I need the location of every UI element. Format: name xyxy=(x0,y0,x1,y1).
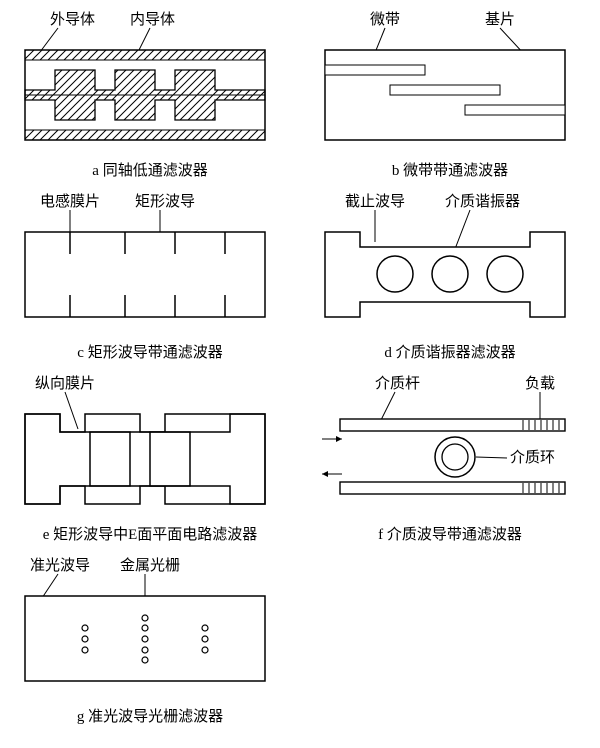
fig-a: 外导体 内导体 a 同轴低通滤波器 xyxy=(10,10,290,180)
label-load: 负载 xyxy=(525,375,555,392)
label-strip: 微带 xyxy=(370,11,400,28)
fig-b: 微带 基片 b 微带带通滤波器 xyxy=(310,10,590,180)
fig-d: 截止波导 介质谐振器 d 介质谐振器滤波器 xyxy=(310,192,590,362)
fig-g-svg: 准光波导 金属光栅 xyxy=(10,556,290,696)
label-iris: 电感膜片 xyxy=(40,193,100,210)
empty-cell xyxy=(310,556,590,726)
fig-d-svg: 截止波导 介质谐振器 xyxy=(310,192,590,332)
caption-d: d 介质谐振器滤波器 xyxy=(310,341,590,362)
caption-f: f 介质波导带通滤波器 xyxy=(310,523,590,544)
label-qguide: 准光波导 xyxy=(30,557,90,574)
label-grating: 金属光栅 xyxy=(120,557,180,574)
caption-g: g 准光波导光栅滤波器 xyxy=(10,705,290,726)
fig-e: 纵向膜片 e 矩形波导中E面平面电路滤波器 xyxy=(10,374,290,544)
label-substrate: 基片 xyxy=(485,11,515,28)
fig-g: 准光波导 金属光栅 g 准光波导光栅滤波器 xyxy=(10,556,290,726)
label-resonator: 介质谐振器 xyxy=(445,193,520,210)
fig-f-svg: 介质杆 负载 介质环 xyxy=(310,374,590,514)
fig-a-svg: 外导体 内导体 xyxy=(10,10,290,150)
label-rod: 介质杆 xyxy=(375,375,420,392)
caption-c: c 矩形波导带通滤波器 xyxy=(10,341,290,362)
label-cutoff: 截止波导 xyxy=(345,193,405,210)
label-ring: 介质环 xyxy=(510,449,555,466)
fig-f: 介质杆 负载 介质环 f 介质波导带通滤波器 xyxy=(310,374,590,544)
fig-c-svg: 电感膜片 矩形波导 xyxy=(10,192,290,332)
caption-a: a 同轴低通滤波器 xyxy=(10,159,290,180)
label-fin: 纵向膜片 xyxy=(35,375,95,392)
fig-b-svg: 微带 基片 xyxy=(310,10,590,150)
label-guide: 矩形波导 xyxy=(135,193,195,210)
label-outer: 外导体 xyxy=(50,11,95,28)
caption-b: b 微带带通滤波器 xyxy=(310,159,590,180)
fig-e-svg: 纵向膜片 xyxy=(10,374,290,514)
label-inner: 内导体 xyxy=(130,11,175,28)
fig-c: 电感膜片 矩形波导 c 矩形波导带通滤波器 xyxy=(10,192,290,362)
caption-e: e 矩形波导中E面平面电路滤波器 xyxy=(10,523,290,544)
